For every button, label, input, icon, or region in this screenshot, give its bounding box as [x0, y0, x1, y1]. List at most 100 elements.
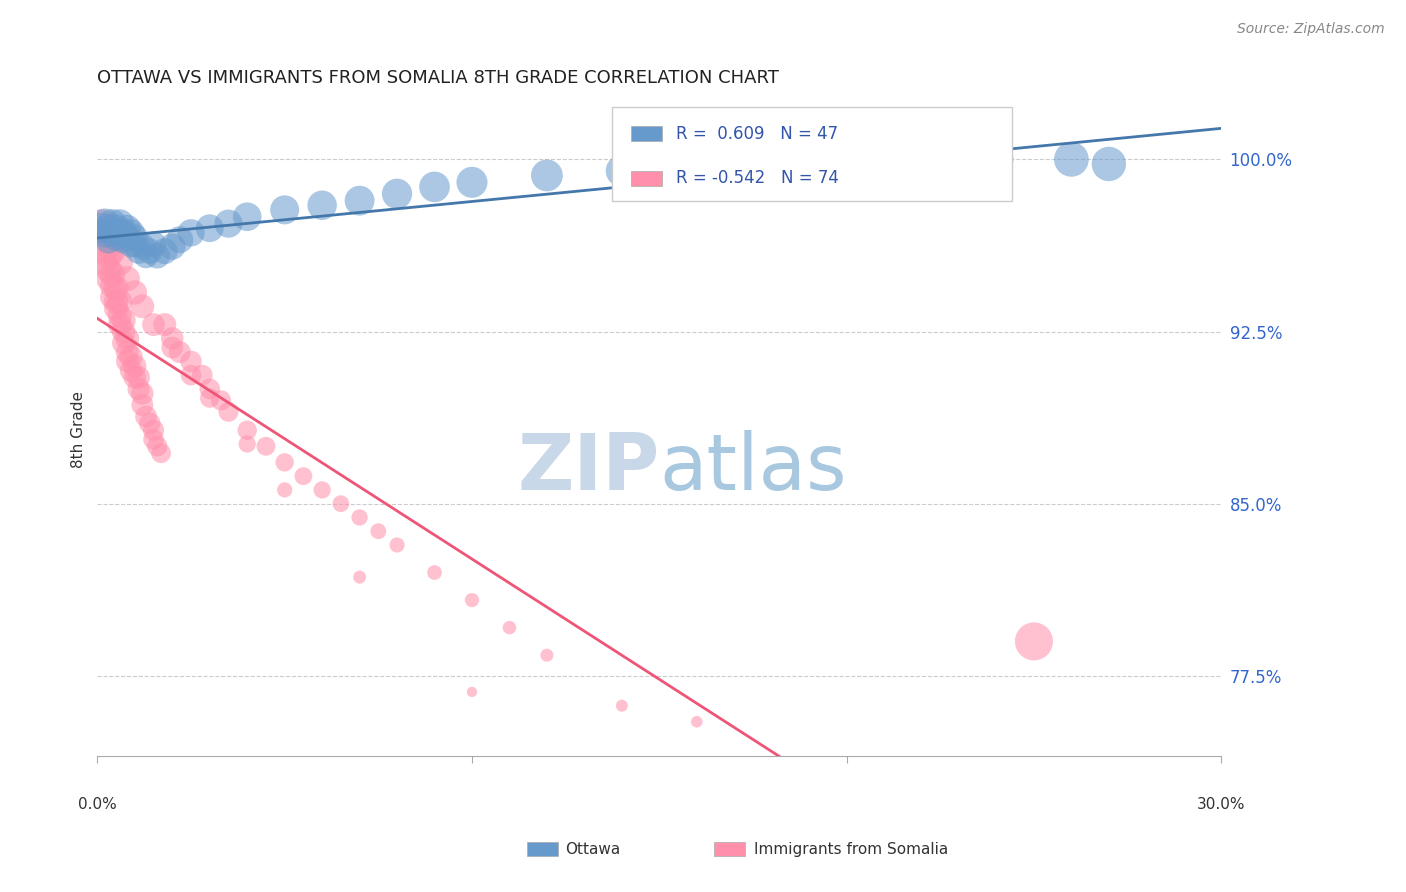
- Point: [910, 153, 932, 167]
- Y-axis label: 8th Grade: 8th Grade: [72, 391, 86, 467]
- Point: [120, 350, 142, 364]
- Point: [273, 483, 295, 497]
- Point: [90, 217, 112, 231]
- Point: [236, 423, 259, 437]
- Point: [139, 417, 162, 431]
- Point: [142, 318, 165, 332]
- Point: [461, 685, 484, 699]
- Point: [108, 226, 131, 240]
- Point: [128, 370, 150, 384]
- Text: Immigrants from Somalia: Immigrants from Somalia: [754, 842, 948, 856]
- Point: [142, 433, 165, 447]
- Point: [94, 233, 117, 247]
- Point: [117, 331, 139, 345]
- Point: [139, 244, 162, 259]
- Point: [142, 423, 165, 437]
- Point: [101, 290, 124, 304]
- Point: [97, 221, 120, 235]
- Point: [423, 566, 446, 580]
- Point: [117, 354, 139, 368]
- Point: [146, 439, 169, 453]
- Point: [236, 210, 259, 224]
- Point: [90, 221, 112, 235]
- Text: Ottawa: Ottawa: [565, 842, 620, 856]
- Point: [423, 180, 446, 194]
- Point: [105, 301, 128, 316]
- Point: [198, 382, 221, 396]
- Text: Source: ZipAtlas.com: Source: ZipAtlas.com: [1237, 22, 1385, 37]
- Point: [198, 391, 221, 405]
- Point: [180, 226, 202, 240]
- Text: R =  0.609   N = 47: R = 0.609 N = 47: [676, 125, 838, 143]
- Point: [94, 226, 117, 240]
- Point: [311, 483, 333, 497]
- Point: [461, 593, 484, 607]
- Point: [120, 237, 142, 252]
- Text: OTTAWA VS IMMIGRANTS FROM SOMALIA 8TH GRADE CORRELATION CHART: OTTAWA VS IMMIGRANTS FROM SOMALIA 8TH GR…: [97, 69, 779, 87]
- Point: [124, 370, 146, 384]
- Point: [108, 318, 131, 332]
- Point: [217, 405, 239, 419]
- Point: [128, 244, 150, 259]
- Point: [169, 233, 191, 247]
- Point: [101, 226, 124, 240]
- Point: [135, 249, 157, 263]
- Point: [131, 239, 153, 253]
- Text: R = -0.542   N = 74: R = -0.542 N = 74: [676, 169, 839, 187]
- Point: [254, 439, 277, 453]
- Point: [124, 237, 146, 252]
- Point: [180, 354, 202, 368]
- Point: [686, 159, 709, 173]
- Point: [153, 244, 176, 259]
- Point: [101, 267, 124, 281]
- Point: [209, 393, 232, 408]
- Point: [94, 255, 117, 269]
- Point: [101, 217, 124, 231]
- Point: [90, 226, 112, 240]
- Point: [112, 336, 135, 351]
- Point: [835, 154, 858, 169]
- Point: [131, 299, 153, 313]
- Point: [198, 221, 221, 235]
- Point: [1022, 634, 1045, 648]
- Text: atlas: atlas: [659, 430, 846, 507]
- Point: [686, 714, 709, 729]
- Point: [498, 621, 520, 635]
- Point: [135, 409, 157, 424]
- Point: [112, 233, 135, 247]
- Point: [101, 278, 124, 293]
- Point: [128, 382, 150, 396]
- Point: [349, 194, 371, 208]
- Point: [349, 510, 371, 524]
- Point: [610, 698, 633, 713]
- Point: [112, 313, 135, 327]
- Point: [146, 249, 169, 263]
- Point: [97, 249, 120, 263]
- Point: [273, 455, 295, 469]
- Point: [97, 262, 120, 277]
- Point: [124, 230, 146, 244]
- Point: [273, 202, 295, 217]
- Point: [986, 153, 1008, 167]
- Point: [191, 368, 214, 383]
- Point: [124, 285, 146, 300]
- Point: [117, 271, 139, 285]
- Point: [105, 221, 128, 235]
- Point: [142, 237, 165, 252]
- Point: [97, 271, 120, 285]
- Point: [124, 359, 146, 373]
- Point: [385, 186, 408, 201]
- Point: [120, 363, 142, 377]
- Point: [536, 648, 558, 663]
- Point: [108, 217, 131, 231]
- Point: [236, 437, 259, 451]
- Point: [329, 497, 352, 511]
- Point: [101, 244, 124, 259]
- Point: [108, 294, 131, 309]
- Point: [311, 198, 333, 212]
- Point: [1098, 157, 1121, 171]
- Point: [761, 157, 783, 171]
- Text: ZIP: ZIP: [517, 430, 659, 507]
- Text: 30.0%: 30.0%: [1197, 797, 1246, 813]
- Point: [162, 341, 184, 355]
